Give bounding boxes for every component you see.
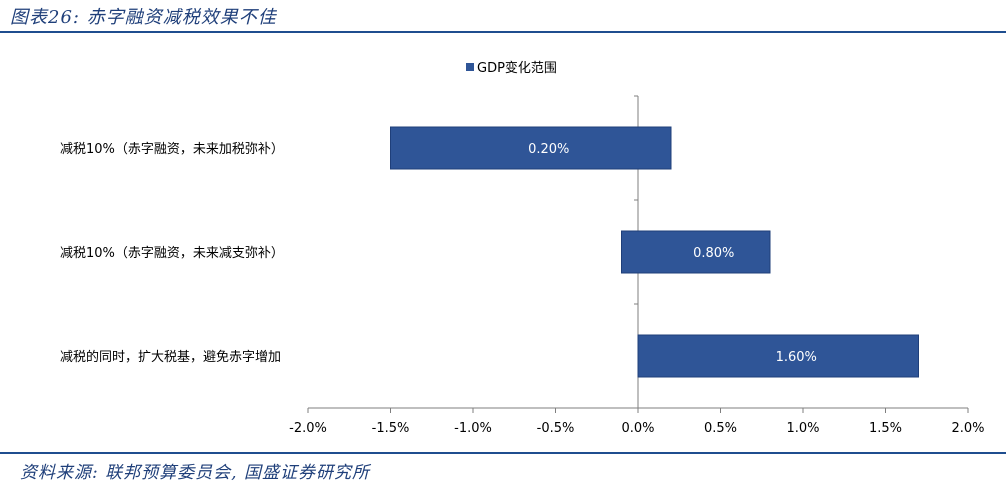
legend-label: GDP变化范围 bbox=[477, 60, 557, 76]
range-bar bbox=[621, 230, 771, 274]
data-label: 0.80% bbox=[693, 246, 734, 261]
x-tick-label: -1.0% bbox=[454, 421, 492, 436]
category-label: 减税10%（赤字融资，未来减支弥补） bbox=[60, 245, 284, 261]
range-bar bbox=[390, 126, 672, 170]
x-tick-label: -1.5% bbox=[372, 421, 410, 436]
x-tick-label: 0.0% bbox=[621, 421, 654, 436]
x-tick-label: 2.0% bbox=[951, 421, 984, 436]
x-tick-label: -2.0% bbox=[289, 421, 327, 436]
x-tick-label: 0.5% bbox=[704, 421, 737, 436]
plot-area: -2.0% -1.5% -1.0% -0.5% 0.0% 0.5% 1.0% 1.5% 2.0%… bbox=[60, 95, 985, 436]
legend: GDP变化范围 bbox=[466, 60, 557, 76]
bottom-rule bbox=[0, 452, 1006, 454]
x-tick-label: 1.5% bbox=[869, 421, 902, 436]
figure-title: 图表26: 赤字融资减税效果不佳 bbox=[10, 7, 277, 28]
x-tick-label: -0.5% bbox=[537, 421, 575, 436]
data-label: 0.20% bbox=[528, 142, 569, 157]
source-note: 资料来源: 联邦预算委员会, 国盛证券研究所 bbox=[20, 463, 370, 483]
data-label: 1.60% bbox=[776, 350, 817, 365]
category-label: 减税10%（赤字融资，未来加税弥补） bbox=[60, 141, 284, 157]
category-label: 减税的同时，扩大税基，避免赤字增加 bbox=[60, 349, 281, 365]
legend-swatch bbox=[466, 63, 474, 71]
range-bar bbox=[637, 334, 919, 378]
top-rule bbox=[0, 31, 1006, 33]
x-tick-label: 1.0% bbox=[786, 421, 819, 436]
